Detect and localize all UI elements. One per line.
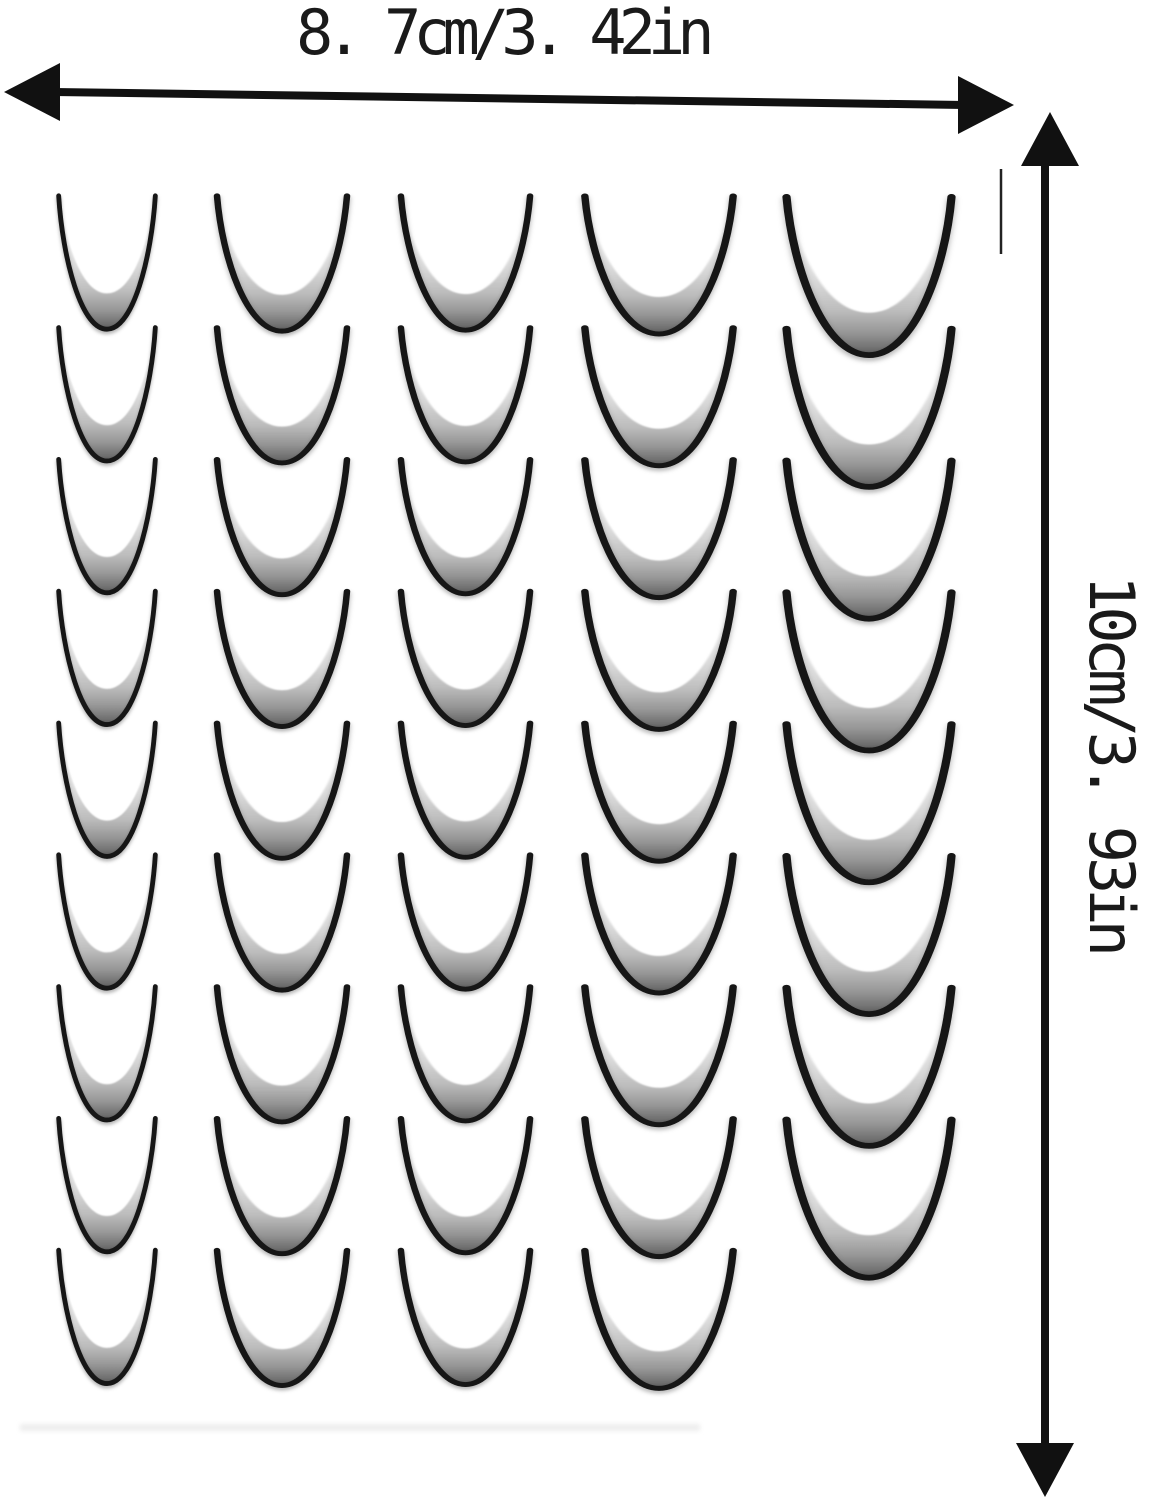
- nail-tip-sticker: [585, 328, 733, 466]
- nail-tip-sticker: [585, 1119, 733, 1257]
- nail-tip-sticker: [787, 197, 952, 355]
- arrowhead-up-icon: [1021, 112, 1079, 166]
- nail-tip-sticker: [59, 987, 156, 1120]
- nail-tip-sticker: [401, 723, 530, 857]
- nail-tip-sticker: [217, 855, 347, 990]
- nail-tip-sticker: [217, 459, 347, 594]
- nail-tip-sticker: [401, 591, 530, 725]
- nail-tip-sticker: [59, 1250, 156, 1383]
- nail-tip-sticker: [585, 591, 733, 729]
- nail-tip-sticker: [217, 1250, 347, 1385]
- nail-tip-sticker: [217, 987, 347, 1122]
- nail-tip-sticker: [401, 987, 530, 1121]
- nail-tip-sticker: [585, 723, 733, 861]
- width-dimension-label: 8. 7cm/3. 42in: [296, 0, 715, 69]
- width-dimension-arrow: [4, 63, 1014, 134]
- height-dimension-arrow: [1016, 112, 1079, 1497]
- height-dimension-label: 10cm/3. 93in: [1075, 575, 1149, 951]
- nail-tip-sticker: [217, 196, 347, 331]
- nail-tip-sticker: [401, 328, 530, 462]
- print-smudge: [20, 1424, 700, 1431]
- nail-tip-sticker: [59, 459, 156, 592]
- arrowhead-right-icon: [958, 76, 1014, 134]
- nail-tip-sticker: [59, 328, 156, 461]
- nail-tip-sticker: [59, 196, 156, 329]
- nail-tip-sticker: [585, 1250, 733, 1388]
- nail-tip-sticker: [217, 723, 347, 858]
- nail-tip-sticker: [401, 1118, 530, 1252]
- nail-tip-sticker: [59, 723, 156, 856]
- nail-tip-sticker: [585, 987, 733, 1125]
- nail-tip-sticker: [401, 459, 530, 593]
- nail-tip-sticker: [585, 196, 733, 334]
- nail-tip-sticker: [59, 591, 156, 724]
- width-arrow-shaft: [53, 88, 965, 109]
- arrowhead-left-icon: [4, 63, 60, 121]
- nail-tip-sticker: [401, 1250, 530, 1384]
- nail-tip-sticker: [585, 855, 733, 993]
- nail-tip-sticker: [401, 196, 530, 330]
- arrowhead-down-icon: [1016, 1443, 1074, 1497]
- nail-tip-sticker: [59, 1118, 156, 1251]
- nail-tip-sticker: [59, 855, 156, 988]
- nail-tip-sticker: [401, 855, 530, 989]
- nail-tip-sticker: [585, 460, 733, 598]
- nail-tip-sticker: [217, 328, 347, 463]
- nail-tip-sticker: [217, 591, 347, 726]
- nail-tip-sticker: [217, 1118, 347, 1253]
- sticker-sheet: [59, 196, 952, 1389]
